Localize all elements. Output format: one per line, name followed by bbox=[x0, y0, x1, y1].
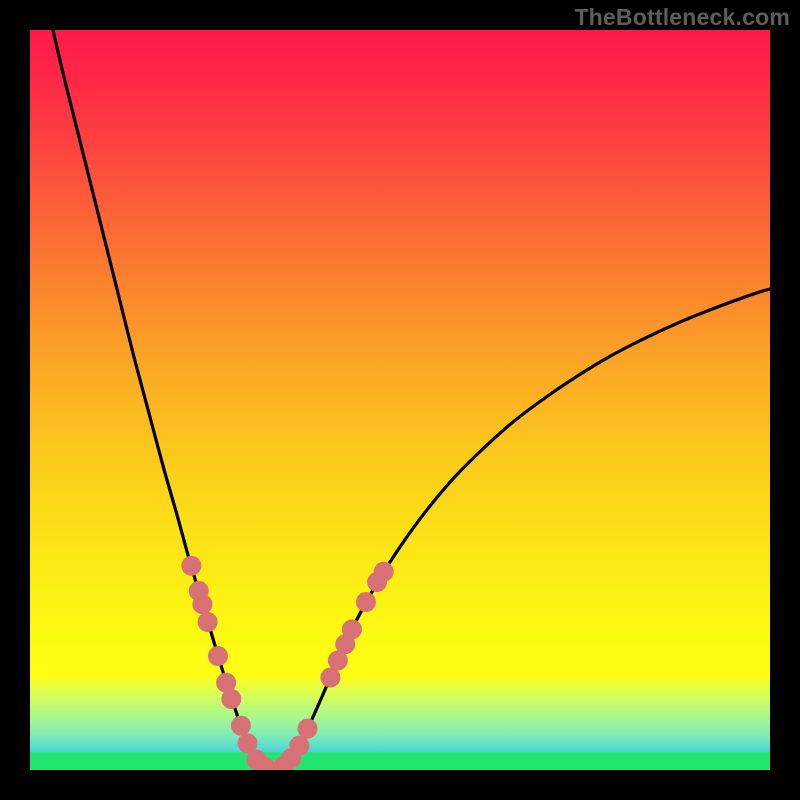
datapoint-marker bbox=[298, 719, 318, 739]
datapoint-marker bbox=[342, 619, 362, 639]
datapoint-marker bbox=[356, 592, 376, 612]
datapoint-marker bbox=[374, 562, 394, 582]
datapoint-marker bbox=[289, 736, 309, 756]
plot-area-gradient bbox=[30, 30, 770, 770]
watermark-label: TheBottleneck.com bbox=[574, 4, 790, 31]
datapoint-marker bbox=[320, 668, 340, 688]
datapoint-marker bbox=[198, 612, 218, 632]
bottleneck-chart bbox=[0, 0, 800, 800]
datapoint-marker bbox=[231, 716, 251, 736]
chart-container: TheBottleneck.com bbox=[0, 0, 800, 800]
datapoint-marker bbox=[181, 556, 201, 576]
datapoint-marker bbox=[221, 689, 241, 709]
datapoint-marker bbox=[208, 646, 228, 666]
datapoint-marker bbox=[192, 594, 212, 614]
